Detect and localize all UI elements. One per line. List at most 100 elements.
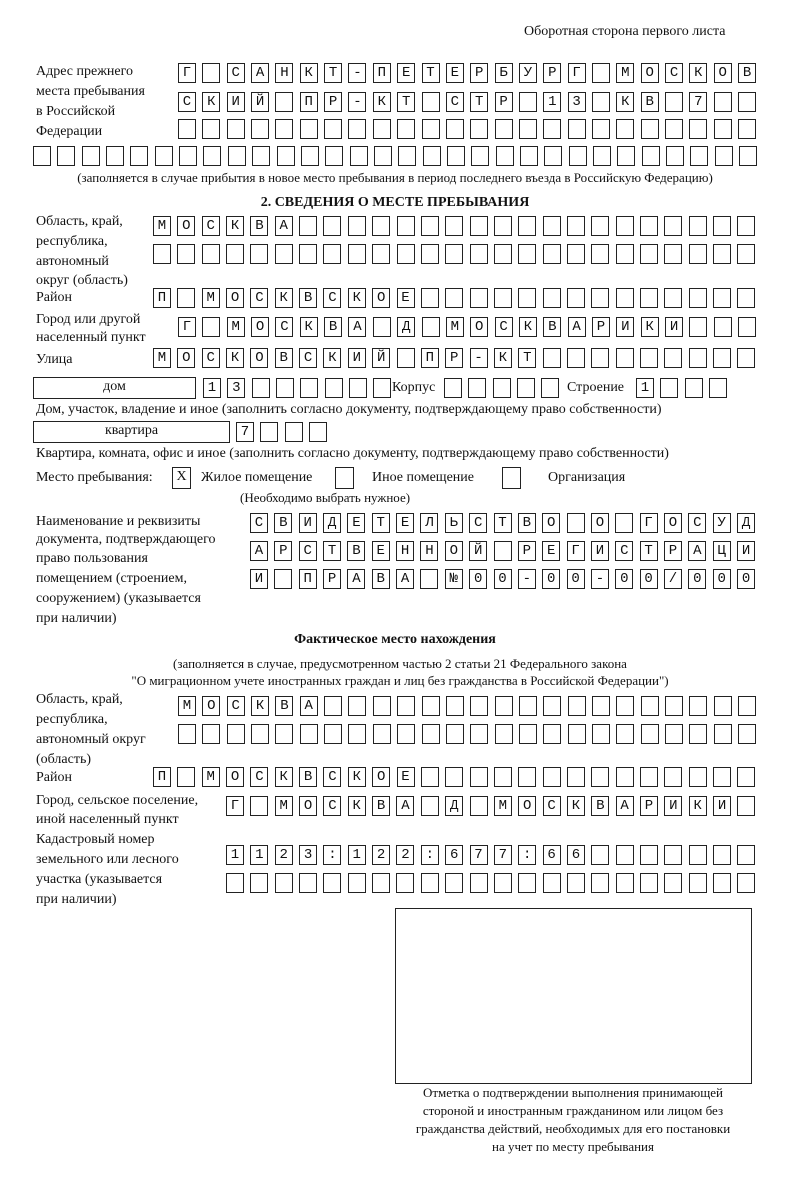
char-cell[interactable] xyxy=(323,569,342,589)
char-cell[interactable] xyxy=(493,767,512,787)
char-cell[interactable] xyxy=(298,541,317,561)
char-cell[interactable] xyxy=(398,146,417,166)
char-cell[interactable] xyxy=(178,724,196,744)
char-cell[interactable] xyxy=(641,146,660,166)
char-cell[interactable] xyxy=(177,244,196,264)
char-cell[interactable] xyxy=(274,541,293,561)
char-cell[interactable] xyxy=(347,873,366,893)
stay-checkbox-residential[interactable]: X xyxy=(172,467,191,489)
char-cell[interactable] xyxy=(348,63,367,83)
char-cell[interactable] xyxy=(251,378,270,398)
char-cell[interactable] xyxy=(543,724,562,744)
char-cell[interactable] xyxy=(469,216,488,236)
char-cell[interactable] xyxy=(688,569,707,589)
char-cell[interactable] xyxy=(299,845,318,865)
char-cell[interactable] xyxy=(518,216,537,236)
char-cell[interactable] xyxy=(518,119,537,139)
char-cell[interactable] xyxy=(299,63,318,83)
char-cell[interactable] xyxy=(541,378,560,398)
char-cell[interactable] xyxy=(469,288,488,308)
char-cell[interactable] xyxy=(420,845,439,865)
char-cell[interactable] xyxy=(737,288,756,308)
char-cell[interactable] xyxy=(518,873,537,893)
char-cell[interactable] xyxy=(567,63,586,83)
char-cell[interactable] xyxy=(372,724,391,744)
char-cell[interactable] xyxy=(372,244,391,264)
char-cell[interactable] xyxy=(566,569,585,589)
char-cell[interactable] xyxy=(153,767,171,787)
char-cell[interactable] xyxy=(518,696,537,716)
char-cell[interactable] xyxy=(494,696,513,716)
char-cell[interactable] xyxy=(517,569,536,589)
char-cell[interactable] xyxy=(713,317,732,337)
char-cell[interactable] xyxy=(226,92,245,112)
char-cell[interactable] xyxy=(153,288,171,308)
char-cell[interactable] xyxy=(276,378,295,398)
char-cell[interactable] xyxy=(664,845,683,865)
char-cell[interactable] xyxy=(640,244,658,264)
char-cell[interactable] xyxy=(566,348,585,368)
char-cell[interactable] xyxy=(713,119,732,139)
char-cell[interactable] xyxy=(396,796,415,816)
char-cell[interactable] xyxy=(469,873,488,893)
char-cell[interactable] xyxy=(276,146,295,166)
char-cell[interactable] xyxy=(396,244,415,264)
char-cell[interactable] xyxy=(274,767,293,787)
char-cell[interactable] xyxy=(349,378,368,398)
char-cell[interactable] xyxy=(348,317,367,337)
char-cell[interactable] xyxy=(250,845,269,865)
char-cell[interactable] xyxy=(323,513,342,533)
char-cell[interactable] xyxy=(615,767,634,787)
char-cell[interactable] xyxy=(542,216,561,236)
char-cell[interactable] xyxy=(323,348,342,368)
char-cell[interactable] xyxy=(542,541,561,561)
char-cell[interactable] xyxy=(347,796,366,816)
char-cell[interactable] xyxy=(226,288,245,308)
char-cell[interactable] xyxy=(348,92,367,112)
char-cell[interactable] xyxy=(421,63,440,83)
char-cell[interactable] xyxy=(420,569,439,589)
char-cell[interactable] xyxy=(420,873,439,893)
char-cell[interactable] xyxy=(445,796,464,816)
char-cell[interactable] xyxy=(688,216,707,236)
char-cell[interactable] xyxy=(566,288,585,308)
char-cell[interactable] xyxy=(617,146,636,166)
char-cell[interactable] xyxy=(689,724,708,744)
char-cell[interactable] xyxy=(226,873,244,893)
char-cell[interactable] xyxy=(665,696,683,716)
char-cell[interactable] xyxy=(518,348,537,368)
char-cell[interactable] xyxy=(347,767,366,787)
char-cell[interactable] xyxy=(688,244,707,264)
char-cell[interactable] xyxy=(566,244,585,264)
char-cell[interactable] xyxy=(323,216,342,236)
char-cell[interactable] xyxy=(153,348,171,368)
char-cell[interactable] xyxy=(494,92,513,112)
char-cell[interactable] xyxy=(81,146,100,166)
char-cell[interactable] xyxy=(688,348,707,368)
char-cell[interactable] xyxy=(737,541,755,561)
char-cell[interactable] xyxy=(202,724,221,744)
char-cell[interactable] xyxy=(260,422,279,442)
char-cell[interactable] xyxy=(591,796,610,816)
char-cell[interactable] xyxy=(542,873,561,893)
char-cell[interactable] xyxy=(664,216,683,236)
char-cell[interactable] xyxy=(299,317,318,337)
char-cell[interactable] xyxy=(251,92,270,112)
char-cell[interactable] xyxy=(420,513,439,533)
char-cell[interactable] xyxy=(493,513,512,533)
char-cell[interactable] xyxy=(226,696,245,716)
char-cell[interactable] xyxy=(709,378,728,398)
char-cell[interactable] xyxy=(591,244,610,264)
char-cell[interactable] xyxy=(250,288,269,308)
char-cell[interactable] xyxy=(299,119,318,139)
char-cell[interactable] xyxy=(566,845,585,865)
char-cell[interactable] xyxy=(665,724,683,744)
char-cell[interactable] xyxy=(689,63,708,83)
char-cell[interactable] xyxy=(615,796,634,816)
char-cell[interactable] xyxy=(493,796,512,816)
char-cell[interactable] xyxy=(688,541,707,561)
char-cell[interactable] xyxy=(494,63,513,83)
char-cell[interactable] xyxy=(274,845,293,865)
char-cell[interactable] xyxy=(299,244,318,264)
char-cell[interactable] xyxy=(372,767,391,787)
